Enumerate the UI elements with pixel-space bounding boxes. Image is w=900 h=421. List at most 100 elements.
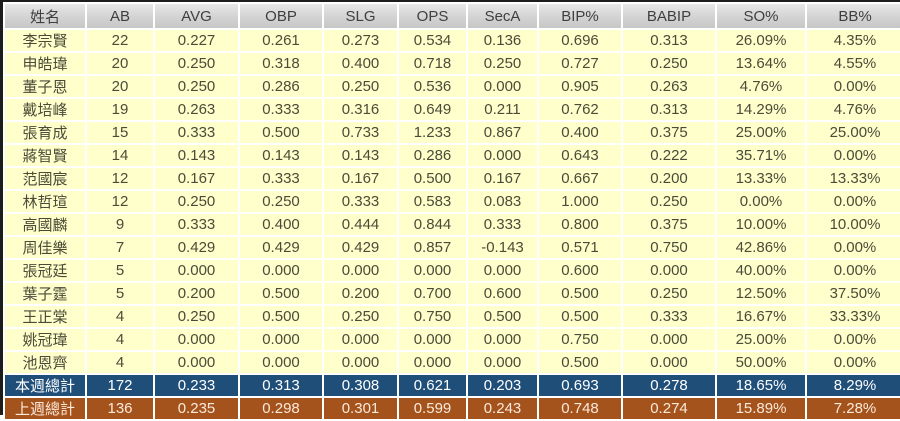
total-stat-cell: 0.243 [466, 396, 539, 421]
stat-cell: 26.09% [715, 28, 807, 53]
stat-cell: 0.00% [805, 74, 900, 99]
stat-cell: 0.000 [466, 350, 539, 375]
stat-cell: 0.286 [238, 74, 324, 99]
total-stat-cell: 0.693 [537, 373, 623, 398]
column-header-avg: AVG [153, 2, 240, 30]
total-stat-cell: 0.308 [322, 373, 399, 398]
stat-cell: 19 [85, 97, 155, 122]
stat-cell: 0.143 [238, 143, 324, 168]
stat-cell: 0.429 [322, 235, 399, 260]
stat-cell: 0.000 [621, 258, 717, 283]
stat-cell: 5 [85, 258, 155, 283]
stat-cell: 0.375 [621, 212, 717, 237]
stat-cell: 0.000 [466, 74, 539, 99]
player-row: 王正棠 4 0.250 0.500 0.250 0.750 0.500 0.500 0.333 1… [3, 304, 900, 329]
total-stat-cell: 7.28% [805, 396, 900, 421]
stat-cell: 0.167 [153, 166, 240, 191]
stat-cell: 0.000 [621, 327, 717, 352]
stat-cell: 25.00% [715, 327, 807, 352]
player-name-cell: 申皓瑋 [3, 51, 87, 76]
player-row: 張育成 15 0.333 0.500 0.733 1.233 0.867 0.400 0.375… [3, 120, 900, 145]
player-name-cell: 董子恩 [3, 74, 87, 99]
total-stat-cell: 0.313 [238, 373, 324, 398]
total-stat-cell: 0.274 [621, 396, 717, 421]
column-header-slg: SLG [322, 2, 399, 30]
stat-cell: 4 [85, 350, 155, 375]
stat-cell: 7 [85, 235, 155, 260]
stat-cell: 0.263 [153, 97, 240, 122]
stat-cell: 0.400 [238, 212, 324, 237]
stat-cell: 0.643 [537, 143, 623, 168]
stat-cell: 0.000 [153, 350, 240, 375]
stat-cell: 0.000 [153, 258, 240, 283]
stat-cell: 0.500 [537, 281, 623, 306]
stat-cell: 0.167 [466, 166, 539, 191]
total-stat-cell: 0.203 [466, 373, 539, 398]
stat-cell: 35.71% [715, 143, 807, 168]
stat-cell: 0.333 [153, 120, 240, 145]
stat-cell: 0.227 [153, 28, 240, 53]
column-header-ops: OPS [397, 2, 468, 30]
header-row: 姓名 AB AVG OBP SLG OPS SecA BIP% BABIP SO% BB% [3, 2, 900, 30]
stat-cell: 12.50% [715, 281, 807, 306]
stat-cell: 20 [85, 51, 155, 76]
stat-cell: 12 [85, 189, 155, 214]
stat-cell: 0.000 [397, 327, 468, 352]
stat-cell: 0.00% [805, 235, 900, 260]
stat-cell: 0.444 [322, 212, 399, 237]
stat-cell: 0.316 [322, 97, 399, 122]
stat-cell: 0.867 [466, 120, 539, 145]
player-name-cell: 林哲瑄 [3, 189, 87, 214]
player-name-cell: 戴培峰 [3, 97, 87, 122]
stat-cell: 0.263 [621, 74, 717, 99]
total-stat-cell: 0.748 [537, 396, 623, 421]
stat-cell: 0.200 [153, 281, 240, 306]
stat-cell: 0.333 [153, 212, 240, 237]
total-stat-cell: 15.89% [715, 396, 807, 421]
stat-cell: 0.500 [466, 304, 539, 329]
stat-cell: 0.333 [621, 304, 717, 329]
stat-cell: 0.600 [537, 258, 623, 283]
stat-cell: 10.00% [805, 212, 900, 237]
stat-cell: 0.536 [397, 74, 468, 99]
stat-cell: 0.318 [238, 51, 324, 76]
stat-cell: 50.00% [715, 350, 807, 375]
total-stat-cell: 0.599 [397, 396, 468, 421]
stat-cell: 0.00% [805, 350, 900, 375]
stat-cell: 0.250 [153, 304, 240, 329]
stat-cell: 0.083 [466, 189, 539, 214]
stat-cell: 12 [85, 166, 155, 191]
player-row: 董子恩 20 0.250 0.286 0.250 0.536 0.000 0.905 0.263… [3, 74, 900, 99]
stat-cell: 0.250 [238, 189, 324, 214]
total-stat-cell: 0.621 [397, 373, 468, 398]
stat-cell: 37.50% [805, 281, 900, 306]
stat-cell: 5 [85, 281, 155, 306]
player-row: 張冠廷 5 0.000 0.000 0.000 0.000 0.000 0.600 0.000 4… [3, 258, 900, 283]
stat-cell: 9 [85, 212, 155, 237]
stat-cell: 0.333 [466, 212, 539, 237]
stat-cell: 0.211 [466, 97, 539, 122]
stat-cell: 4.76% [715, 74, 807, 99]
stat-cell: 0.250 [621, 281, 717, 306]
total-stat-cell: 0.278 [621, 373, 717, 398]
stat-cell: 0.000 [466, 258, 539, 283]
stat-cell: 0.250 [322, 304, 399, 329]
stat-cell: 0.000 [238, 350, 324, 375]
player-row: 戴培峰 19 0.263 0.333 0.316 0.649 0.211 0.762 0.313… [3, 97, 900, 122]
stat-cell: 0.500 [238, 304, 324, 329]
total-stat-cell: 0.235 [153, 396, 240, 421]
stat-cell: 0.718 [397, 51, 468, 76]
player-row: 申皓瑋 20 0.250 0.318 0.400 0.718 0.250 0.727 0.250… [3, 51, 900, 76]
stat-cell: 0.727 [537, 51, 623, 76]
stat-cell: 0.250 [621, 51, 717, 76]
this-week-total-row: 本週總計 172 0.233 0.313 0.308 0.621 0.203 0.693 0.2… [3, 373, 900, 398]
total-row-label: 上週總計 [3, 396, 87, 421]
player-row: 高國麟 9 0.333 0.400 0.444 0.844 0.333 0.800 0.375 1… [3, 212, 900, 237]
stat-cell: 0.250 [621, 189, 717, 214]
stat-cell: 0.429 [153, 235, 240, 260]
stat-cell: 0.500 [238, 281, 324, 306]
stat-cell: 0.250 [153, 51, 240, 76]
player-row: 池恩齊 4 0.000 0.000 0.000 0.000 0.000 0.500 0.000 5… [3, 350, 900, 375]
stat-cell: 0.800 [537, 212, 623, 237]
